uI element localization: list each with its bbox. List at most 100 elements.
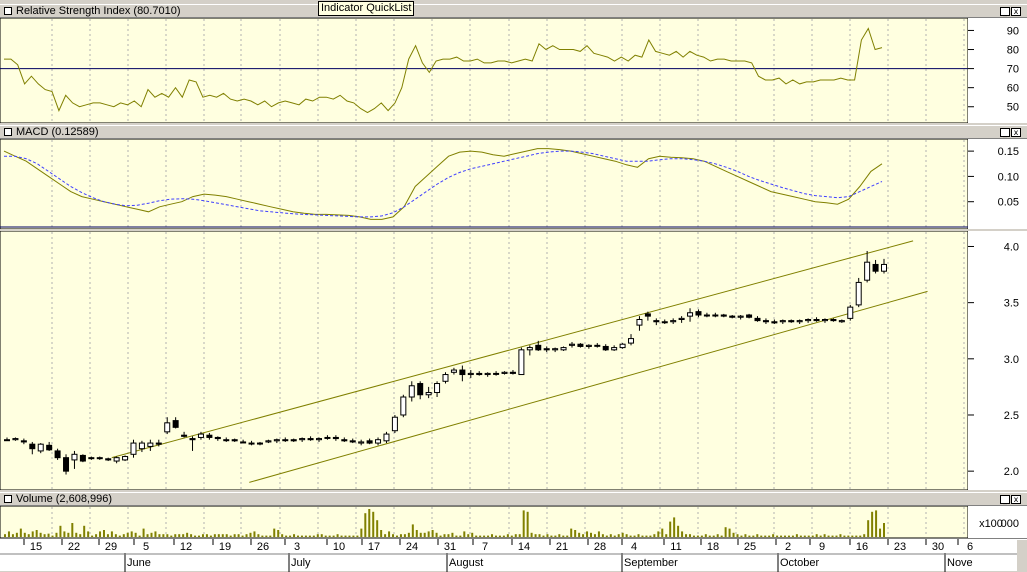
volume-bar: [411, 524, 414, 537]
rsi-titlebar[interactable]: Relative Strength Index (80.7010) _ x: [0, 4, 1027, 18]
day-label: 16: [856, 541, 868, 553]
volume-bar: [502, 535, 505, 537]
day-label: 9: [819, 541, 825, 553]
candle: [96, 457, 103, 460]
volume-bar: [459, 535, 462, 537]
volume-bar: [372, 511, 375, 537]
volume-bar: [558, 534, 561, 537]
day-label: 24: [406, 541, 418, 553]
volume-bar: [118, 535, 121, 537]
candle: [518, 349, 525, 376]
macd-tick-label: 0.15: [998, 146, 1019, 158]
volume-bar: [198, 535, 201, 537]
candle: [434, 383, 441, 394]
macd-minimize-button[interactable]: _: [1000, 128, 1010, 137]
day-label: 14: [518, 541, 530, 553]
day-label: 28: [594, 541, 606, 553]
volume-bar: [617, 534, 620, 537]
candle: [864, 261, 871, 281]
volume-bar: [158, 534, 161, 537]
date-axis: 15 22 29 5 12 19 26 3 10 17 24 31 7 14 21 28 4 11 18 25 2 9 16…: [0, 538, 1027, 572]
month-label: Nove: [947, 557, 973, 569]
rsi-tick-label: 70: [1007, 64, 1019, 76]
candle: [703, 314, 710, 317]
volume-bar: [867, 520, 870, 537]
volume-bar: [692, 535, 695, 537]
volume-titlebar[interactable]: Volume (2,608,996) _ x: [0, 492, 1027, 506]
rsi-minimize-button[interactable]: _: [1000, 7, 1010, 16]
candle: [375, 439, 382, 444]
candle: [805, 318, 812, 322]
volume-bar: [348, 535, 351, 537]
volume-bar: [194, 535, 197, 537]
volume-bar: [827, 535, 830, 537]
day-label: 7: [482, 541, 488, 553]
volume-minimize-button[interactable]: _: [1000, 495, 1010, 504]
candle: [383, 433, 390, 442]
candle: [602, 345, 609, 351]
volume-bar: [498, 535, 501, 537]
volume-bar: [352, 535, 355, 537]
scrollbar[interactable]: [1017, 540, 1027, 571]
day-label: 18: [707, 541, 719, 553]
plot-background: [0, 139, 969, 229]
volume-bar: [229, 535, 232, 537]
candle: [442, 374, 449, 382]
volume-bar: [685, 534, 688, 537]
volume-bar: [126, 532, 129, 537]
candle: [282, 439, 289, 442]
candle: [46, 444, 53, 451]
candle: [324, 436, 331, 439]
volume-bar: [304, 535, 307, 537]
volume-bar: [510, 535, 513, 537]
rsi-close-button[interactable]: x: [1011, 7, 1021, 16]
volume-bar: [221, 534, 224, 537]
volume-bar: [289, 535, 292, 537]
rsi-pane: Relative Strength Index (80.7010) _ x 90…: [0, 4, 1027, 123]
macd-titlebar[interactable]: MACD (0.12589) _ x: [0, 125, 1027, 139]
volume-bar: [320, 534, 323, 537]
candle: [467, 372, 474, 376]
day-label: 30: [932, 541, 944, 553]
volume-bar: [233, 534, 236, 537]
candle: [484, 372, 491, 376]
volume-bar: [47, 533, 50, 537]
rsi-chart: 90 80 70 60 50: [0, 18, 1027, 123]
day-label: 15: [30, 541, 42, 553]
candle: [830, 318, 837, 322]
candle: [248, 442, 255, 445]
volume-close-button[interactable]: x: [1011, 495, 1021, 504]
volume-bar: [831, 535, 834, 537]
candle: [265, 440, 272, 443]
volume-bar: [451, 532, 454, 537]
volume-bar: [376, 520, 379, 537]
volume-bar: [79, 534, 82, 537]
volume-bar: [431, 530, 434, 537]
volume-bar: [681, 531, 684, 537]
volume-bar: [35, 530, 38, 537]
macd-close-button[interactable]: x: [1011, 128, 1021, 137]
price-scale-area: [968, 139, 1027, 229]
candle: [577, 343, 584, 347]
rsi-tick-label: 60: [1007, 83, 1019, 95]
volume-bar: [138, 535, 141, 537]
candle: [552, 348, 559, 351]
candle: [509, 371, 516, 374]
volume-bar: [399, 534, 402, 537]
indicator-quicklist-tooltip[interactable]: Indicator QuickList: [318, 1, 415, 16]
rsi-tick-label: 80: [1007, 45, 1019, 57]
volume-bar: [388, 531, 391, 537]
volume-bar: [364, 513, 367, 537]
volume-bar: [455, 535, 458, 537]
volume-bar: [780, 535, 783, 537]
day-label: 10: [333, 541, 345, 553]
volume-bar: [799, 535, 802, 537]
volume-bar: [209, 535, 212, 537]
volume-bar: [811, 535, 814, 537]
volume-bar: [277, 530, 280, 537]
plot-background: [0, 231, 969, 490]
rsi-tick-label: 90: [1007, 25, 1019, 37]
macd-title: MACD (0.12589): [16, 126, 99, 138]
price-scale-area: [968, 231, 1027, 490]
day-label: 26: [257, 541, 269, 553]
